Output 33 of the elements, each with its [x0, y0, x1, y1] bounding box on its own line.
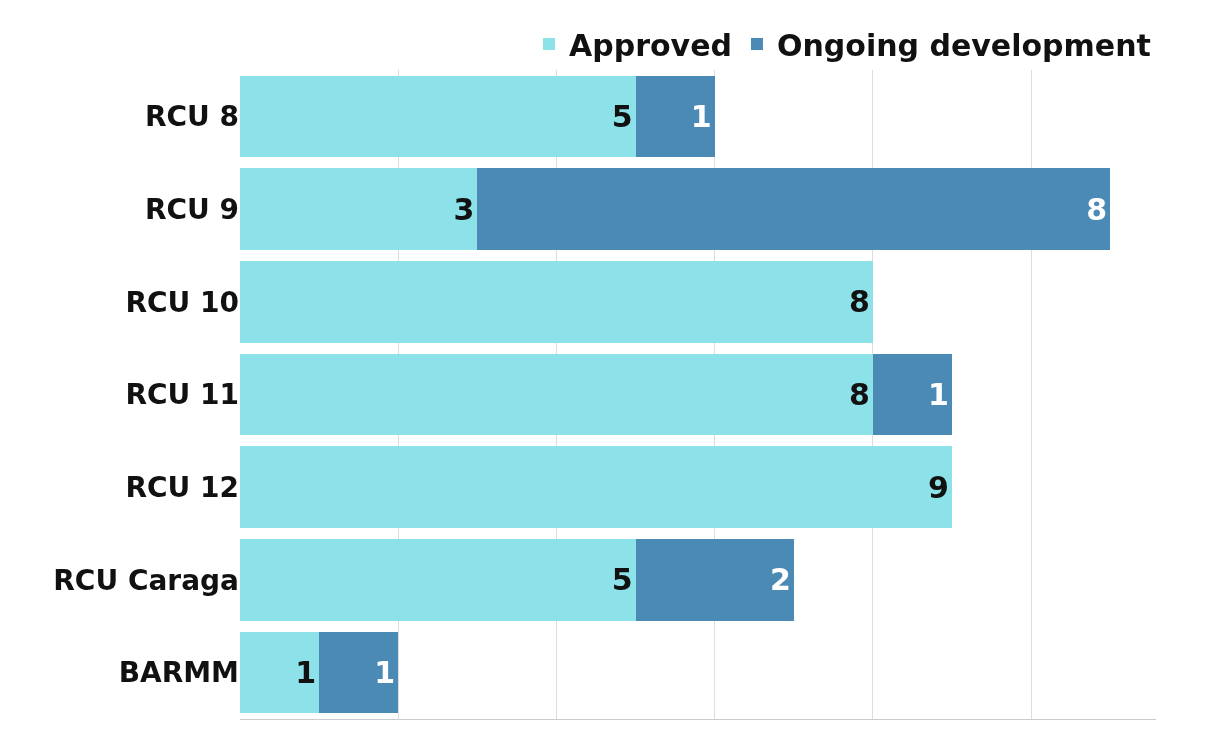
- bar: [240, 168, 478, 250]
- y-tick-label: RCU 11: [125, 378, 239, 412]
- y-tick-label: RCU 12: [125, 471, 239, 505]
- bar: [872, 353, 952, 436]
- legend-label: Approved: [569, 27, 732, 63]
- y-tick-label: RCU 10: [125, 285, 239, 319]
- data-label: 3: [453, 191, 475, 227]
- y-tick-label: RCU 9: [144, 192, 239, 226]
- data-label: 1: [374, 655, 396, 691]
- bar: [240, 539, 636, 621]
- bar: [477, 168, 1111, 250]
- data-label: 1: [295, 655, 317, 691]
- data-label: 8: [848, 284, 870, 320]
- data-label: 5: [611, 562, 633, 598]
- bar: [240, 75, 636, 158]
- data-label: 5: [611, 98, 633, 134]
- data-label: 1: [928, 377, 949, 412]
- y-tick-label: RCU Caraga: [53, 563, 239, 597]
- y-tick-label: BARMM: [118, 656, 239, 690]
- bar: [240, 260, 873, 343]
- data-label: 1: [690, 98, 712, 134]
- y-tick-label: RCU 8: [144, 100, 239, 134]
- legend-label: Ongoing development: [776, 27, 1151, 63]
- data-label: 8: [848, 377, 870, 412]
- bar: [635, 539, 794, 621]
- bar: [240, 446, 952, 529]
- bar: [240, 631, 320, 714]
- bar: [240, 353, 873, 436]
- data-label: 8: [1086, 191, 1108, 227]
- data-label: 9: [928, 469, 949, 505]
- bar: [635, 75, 715, 158]
- data-label: 2: [769, 562, 791, 598]
- bar: [319, 631, 399, 714]
